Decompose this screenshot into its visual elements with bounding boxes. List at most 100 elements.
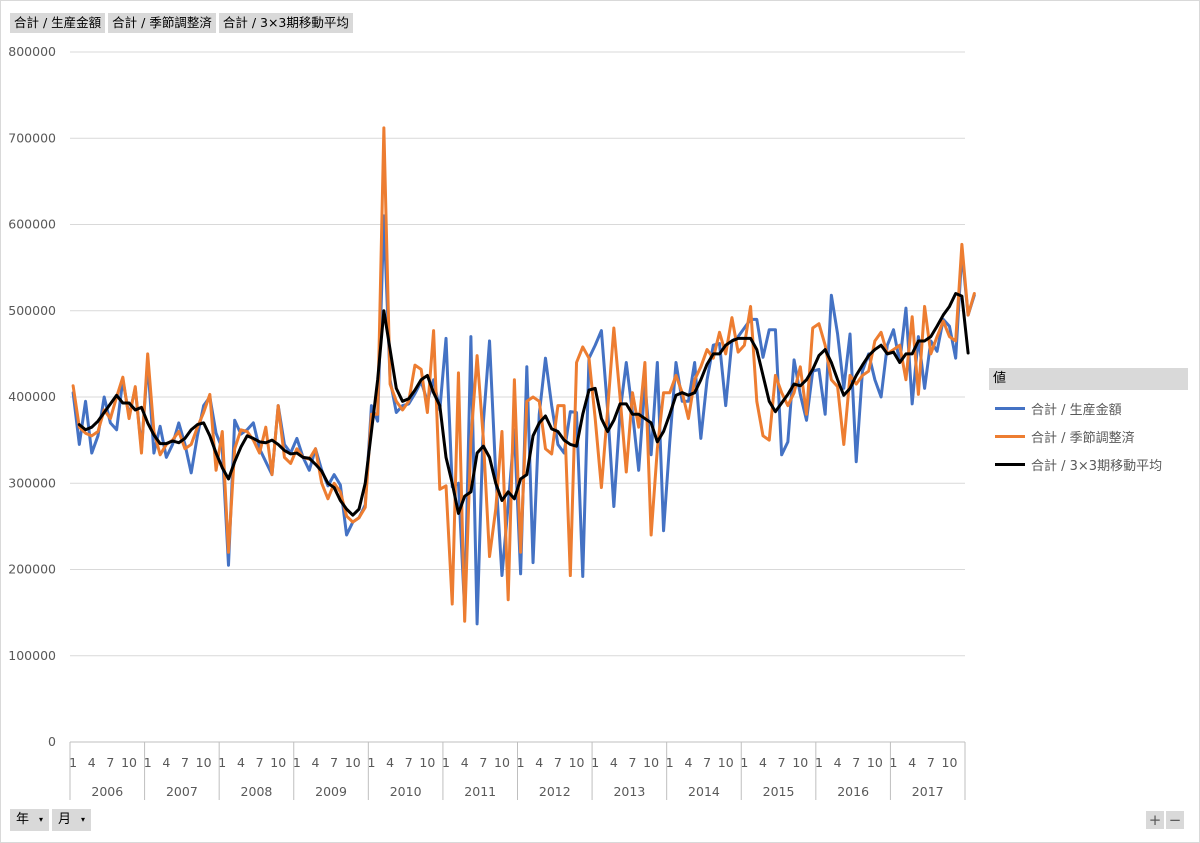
y-tick-label: 700000 <box>8 130 56 145</box>
month-tick-label: 7 <box>778 755 786 770</box>
year-tick-label: 2009 <box>315 784 347 799</box>
series-line-seasonally-adjusted <box>71 126 976 623</box>
month-tick-label: 4 <box>162 755 170 770</box>
legend-swatch-moving-average <box>995 462 1025 466</box>
month-tick-label: 4 <box>610 755 618 770</box>
month-tick-label: 4 <box>908 755 916 770</box>
year-tick-label: 2006 <box>91 784 123 799</box>
zoom-controls: + − <box>1146 811 1184 829</box>
month-tick-label: 10 <box>419 755 435 770</box>
axis-button-year[interactable]: 年 ▾ <box>10 809 50 831</box>
axis-button-month-label: 月 <box>58 812 72 827</box>
field-button-seasonally-adjusted[interactable]: 合計 / 季節調整済 <box>108 13 216 33</box>
month-tick-label: 4 <box>386 755 394 770</box>
month-tick-label: 7 <box>479 755 487 770</box>
y-tick-label: 800000 <box>8 44 56 59</box>
month-tick-label: 1 <box>815 755 823 770</box>
y-tick-label: 0 <box>48 734 56 749</box>
legend-item-moving-average[interactable]: 合計 / 3×3期移動平均 <box>995 450 1162 478</box>
year-tick-label: 2015 <box>763 784 795 799</box>
gridlines <box>70 51 965 657</box>
month-tick-label: 10 <box>792 755 808 770</box>
month-tick-label: 1 <box>293 755 301 770</box>
month-tick-label: 4 <box>312 755 320 770</box>
year-tick-label: 2007 <box>166 784 198 799</box>
month-tick-label: 4 <box>759 755 767 770</box>
month-tick-label: 1 <box>666 755 674 770</box>
year-tick-label: 2016 <box>837 784 869 799</box>
month-tick-label: 1 <box>218 755 226 770</box>
y-tick-label: 300000 <box>8 475 56 490</box>
y-tick-label: 600000 <box>8 217 56 232</box>
field-button-production-value[interactable]: 合計 / 生産金額 <box>10 13 106 33</box>
month-tick-label: 7 <box>405 755 413 770</box>
month-tick-label: 7 <box>927 755 935 770</box>
y-tick-label: 200000 <box>8 562 56 577</box>
month-tick-label: 10 <box>569 755 585 770</box>
month-tick-label: 10 <box>867 755 883 770</box>
month-tick-label: 1 <box>442 755 450 770</box>
legend-label: 合計 / 季節調整済 <box>1031 430 1135 446</box>
axis-field-buttons: 年 ▾ 月 ▾ <box>10 809 92 831</box>
month-tick-label: 10 <box>270 755 286 770</box>
month-tick-label: 7 <box>703 755 711 770</box>
year-tick-label: 2014 <box>688 784 720 799</box>
field-button-moving-average[interactable]: 合計 / 3×3期移動平均 <box>218 13 353 33</box>
month-tick-label: 1 <box>591 755 599 770</box>
month-tick-label: 7 <box>106 755 114 770</box>
y-axis: 0 100000 200000 300000 400000 500000 600000 700… <box>8 44 56 749</box>
month-tick-label: 1 <box>517 755 525 770</box>
y-tick-label: 500000 <box>8 303 56 318</box>
month-tick-label: 7 <box>256 755 264 770</box>
month-tick-label: 10 <box>643 755 659 770</box>
month-tick-label: 10 <box>494 755 510 770</box>
month-tick-label: 7 <box>330 755 338 770</box>
expand-button[interactable]: + <box>1146 811 1164 829</box>
month-tick-label: 4 <box>88 755 96 770</box>
axis-button-year-label: 年 <box>16 812 30 827</box>
month-tick-label: 10 <box>942 755 958 770</box>
month-tick-label: 10 <box>345 755 361 770</box>
month-tick-label: 1 <box>890 755 898 770</box>
month-tick-label: 10 <box>121 755 137 770</box>
month-tick-label: 1 <box>740 755 748 770</box>
year-tick-label: 2008 <box>241 784 273 799</box>
month-tick-label: 10 <box>718 755 734 770</box>
collapse-button[interactable]: − <box>1166 811 1184 829</box>
month-tick-label: 1 <box>144 755 152 770</box>
triangle-down-icon: ▾ <box>39 815 44 824</box>
legend-item-production-value[interactable]: 合計 / 生産金額 <box>995 394 1162 422</box>
year-tick-label: 2012 <box>539 784 571 799</box>
month-tick-label: 4 <box>461 755 469 770</box>
month-tick-label: 4 <box>834 755 842 770</box>
legend-swatch-production-value <box>995 406 1025 410</box>
y-tick-label: 100000 <box>8 648 56 663</box>
legend-swatch-seasonally-adjusted <box>995 434 1025 438</box>
month-tick-label: 1 <box>69 755 77 770</box>
year-tick-label: 2010 <box>390 784 422 799</box>
y-tick-label: 400000 <box>8 389 56 404</box>
legend-title[interactable]: 値 <box>989 368 1188 390</box>
month-tick-label: 7 <box>181 755 189 770</box>
series-line-moving-average <box>77 292 970 517</box>
month-tick-label: 7 <box>629 755 637 770</box>
value-field-buttons: 合計 / 生産金額 合計 / 季節調整済 合計 / 3×3期移動平均 <box>10 13 353 33</box>
month-tick-label: 4 <box>684 755 692 770</box>
month-tick-label: 1 <box>367 755 375 770</box>
legend-label: 合計 / 3×3期移動平均 <box>1031 458 1163 474</box>
series-line-production-value <box>71 214 976 626</box>
month-tick-label: 7 <box>852 755 860 770</box>
month-tick-label: 10 <box>196 755 212 770</box>
legend-label: 合計 / 生産金額 <box>1031 402 1122 418</box>
month-tick-label: 4 <box>535 755 543 770</box>
series-lines <box>71 126 976 626</box>
year-tick-label: 2013 <box>613 784 645 799</box>
triangle-down-icon: ▾ <box>81 815 86 824</box>
year-tick-label: 2011 <box>464 784 496 799</box>
axis-button-month[interactable]: 月 ▾ <box>52 809 92 831</box>
year-tick-label: 2017 <box>912 784 944 799</box>
month-tick-label: 7 <box>554 755 562 770</box>
legend-item-seasonally-adjusted[interactable]: 合計 / 季節調整済 <box>995 422 1162 450</box>
